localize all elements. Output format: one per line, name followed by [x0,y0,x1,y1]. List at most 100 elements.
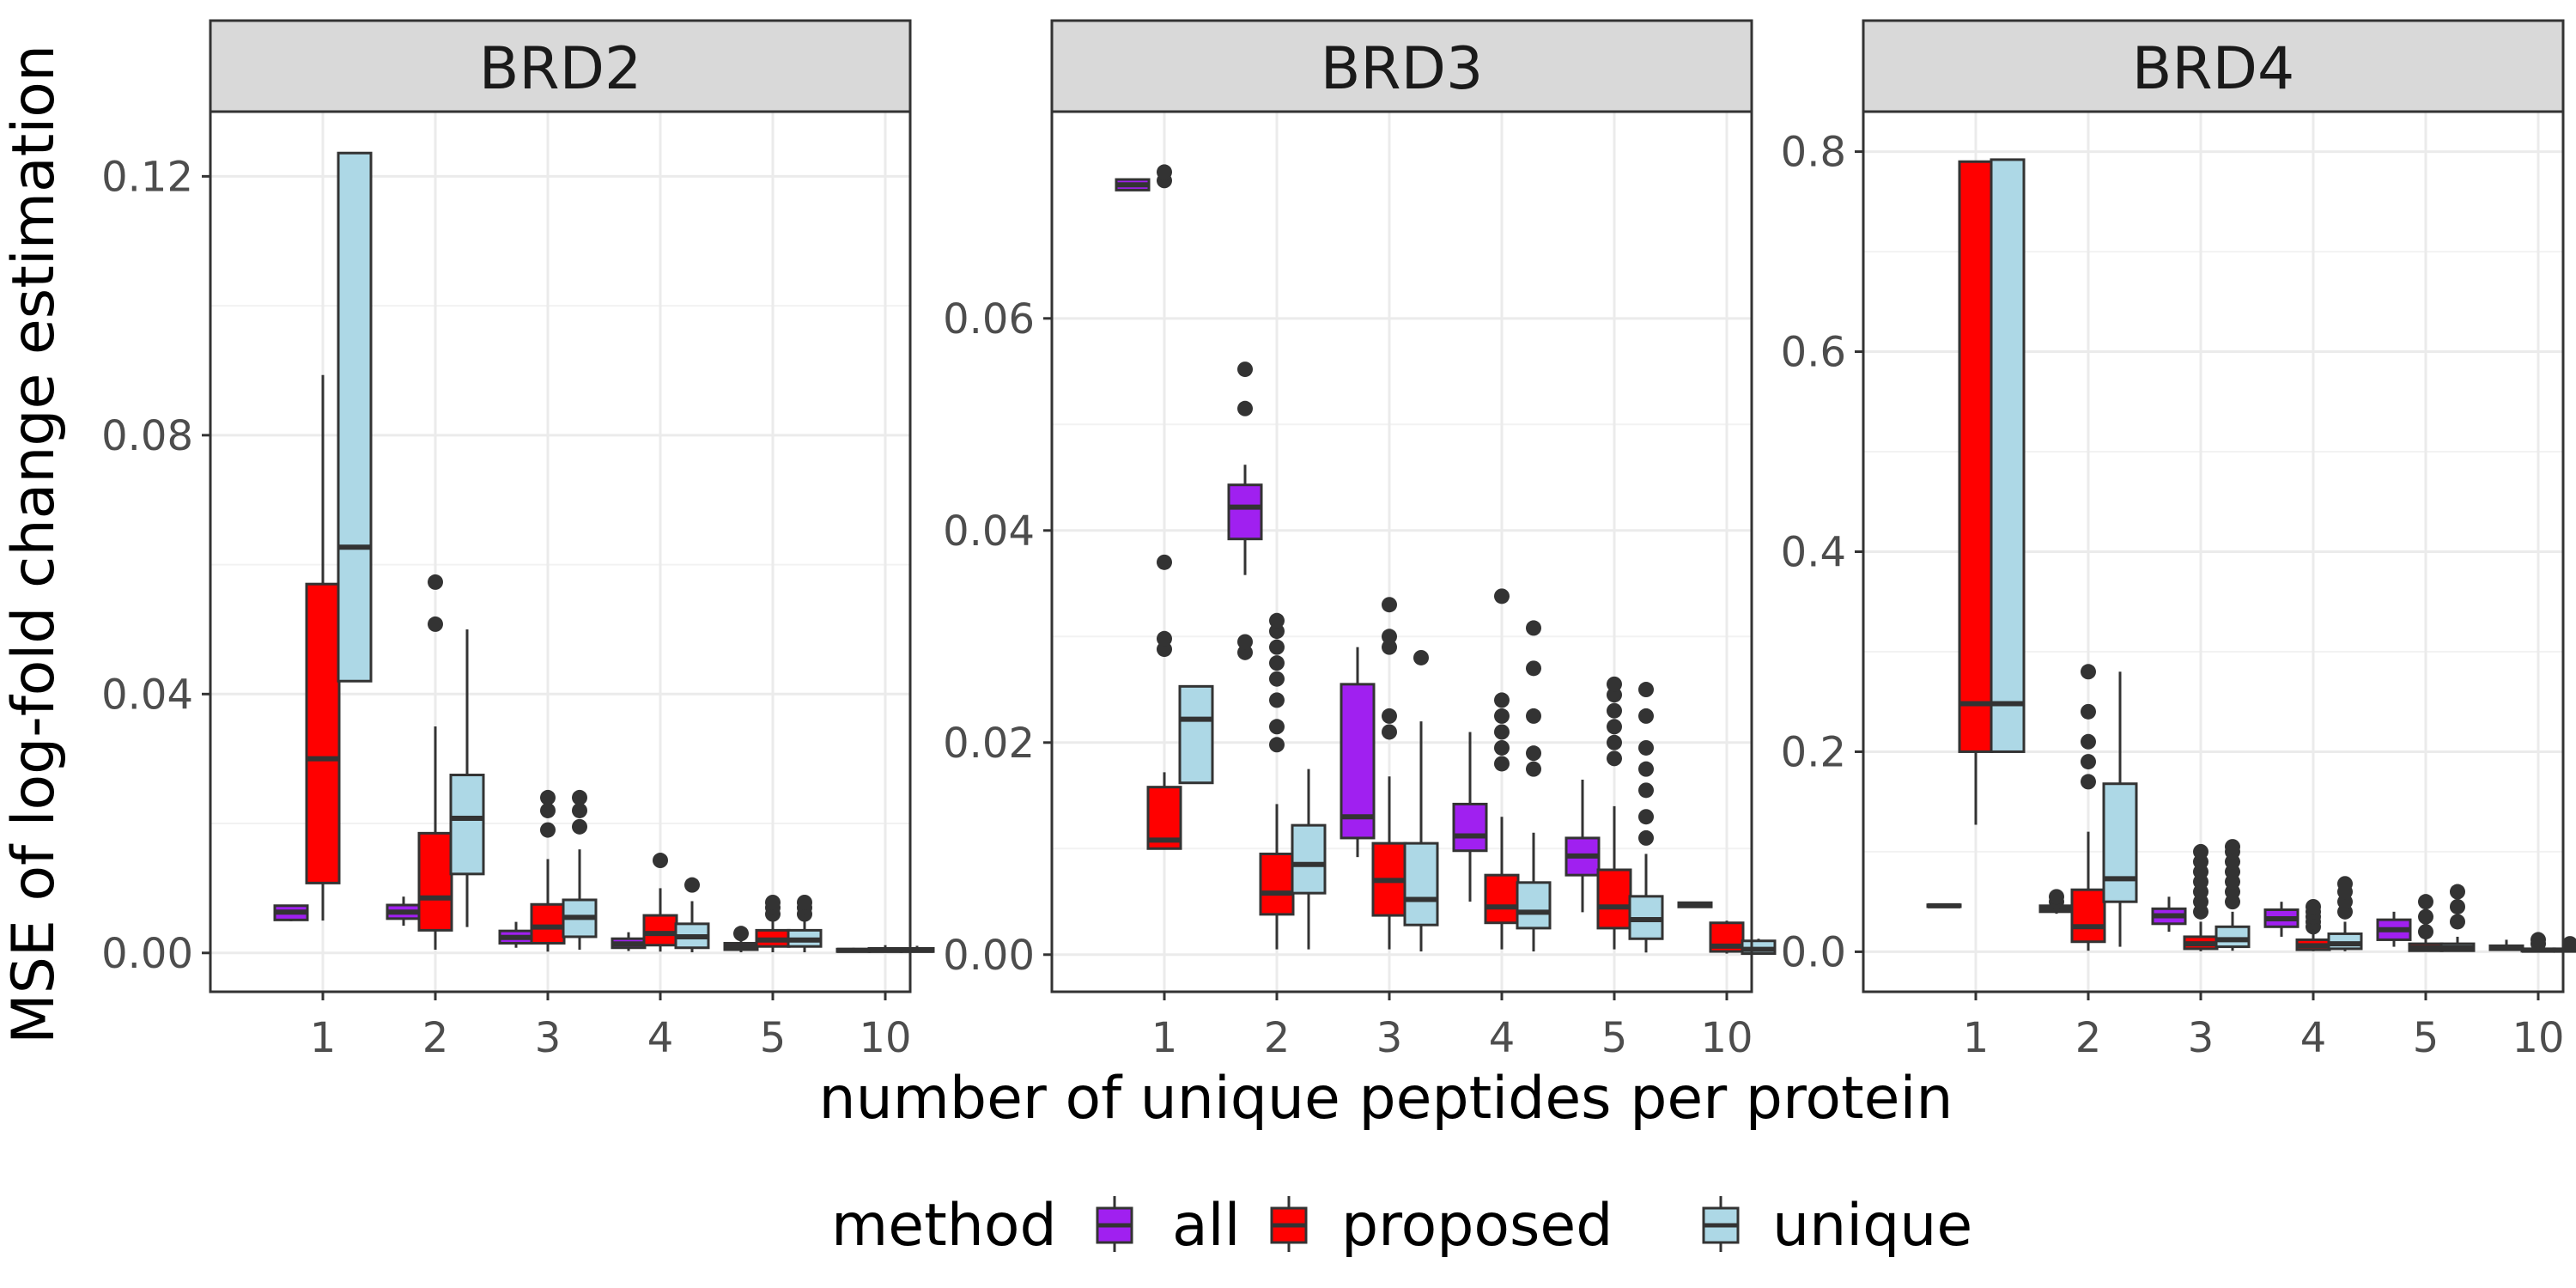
box-iqr [2215,925,2251,949]
outlier-point [2081,733,2096,750]
outlier-point [2450,898,2465,914]
box-proposed-1 [1958,160,1994,825]
box-proposed-2 [2070,664,2106,951]
box-proposed-10 [1709,920,1745,954]
facet-strip [1050,19,1753,113]
x-tick-label: 10 [1700,1014,1753,1062]
y-tick-label: 0.0 [1781,928,1846,976]
box-unique-3 [562,789,598,951]
x-tick-label: 5 [2413,1014,2439,1062]
x-tick-label: 5 [1601,1014,1628,1062]
outlier-point [1638,682,1654,698]
outlier-point [765,894,781,910]
outlier-point [2225,839,2240,855]
x-tick-label: 2 [422,1014,449,1062]
x-tick-label: 1 [1963,1014,1990,1062]
outlier-point [2418,894,2433,910]
box-all-5 [2376,911,2412,947]
box-proposed-1 [1146,164,1182,850]
outlier-point [1638,761,1654,777]
outlier-point [1269,719,1285,735]
facet-strip-label: BRD3 [1321,35,1484,103]
outlier-point [1638,829,1654,846]
box-iqr [417,831,453,932]
box-unique-4 [2327,876,2363,951]
box-iqr [2070,888,2106,944]
legend-title: method [831,1192,1057,1260]
box-iqr [1958,160,1994,753]
y-tick-label: 0.00 [943,932,1035,980]
box-iqr [305,582,341,884]
outlier-point [2450,914,2465,930]
box-unique-2 [449,629,485,927]
outlier-point [1526,708,1541,724]
box-iqr [530,902,566,945]
box-proposed-4 [642,853,678,952]
x-tick-label: 5 [760,1014,787,1062]
outlier-point [2081,703,2096,720]
box-unique-10 [899,945,935,953]
outlier-point [1494,708,1510,724]
box-proposed-3 [1371,597,1407,950]
y-tick-label: 0.04 [943,507,1035,556]
outlier-point [1526,761,1541,777]
outlier-point [733,926,749,942]
outlier-point [2450,884,2465,900]
x-tick-label: 1 [310,1014,337,1062]
outlier-point [1382,724,1397,740]
outlier-point [1157,164,1172,180]
x-axis-title: number of unique peptides per protein [818,1065,1953,1133]
x-tick-label: 4 [1489,1014,1516,1062]
outlier-point [572,818,587,835]
box-unique-5 [1628,682,1664,953]
outlier-point [1269,671,1285,687]
box-all-1 [1115,178,1151,191]
outlier-point [1526,620,1541,636]
facet-panel-brd2: BRD2 0.00 0.04 0.08 0.12 1 2 3 4 5 10 [101,19,935,1062]
box-iqr [449,774,485,876]
y-tick-label: 0.06 [943,295,1035,343]
x-tick-label: 4 [647,1014,674,1062]
outlier-point [797,894,812,910]
box-proposed-1 [305,374,341,921]
box-unique-1 [337,151,373,683]
facet-strip [1862,19,2565,113]
outlier-point [2049,889,2064,905]
box-proposed-3 [2183,843,2219,951]
outlier-point [1382,597,1397,613]
y-tick-label: 0.00 [101,930,193,978]
outlier-point [1382,629,1397,645]
legend-key-all [1096,1196,1133,1252]
box-unique-10 [1741,939,1777,956]
outlier-point [1607,702,1622,719]
outlier-point [1494,724,1510,740]
outlier-point [428,574,443,590]
outlier-point [1638,782,1654,799]
outlier-point [2337,876,2353,892]
outlier-point [2306,898,2321,914]
outlier-point [1413,649,1429,665]
legend-label-all: all [1172,1192,1240,1260]
box-unique-1 [1990,158,2026,753]
outlier-point [1494,588,1510,605]
outlier-point [2530,932,2546,948]
box-iqr [1178,684,1214,785]
box-iqr [1227,483,1263,541]
box-iqr [1990,158,2026,753]
box-iqr [2102,782,2138,903]
box-iqr [1452,802,1488,853]
box-iqr [1403,841,1439,927]
box-all-10 [835,947,872,953]
y-tick-label: 0.8 [1781,129,1846,177]
box-all-4 [1452,732,1488,902]
box-iqr [1516,881,1552,930]
y-tick-label: 0.08 [101,412,193,460]
box-unique-4 [1516,620,1552,952]
outlier-point [1237,644,1253,660]
box-unique-10 [2552,936,2576,953]
legend-label-proposed: proposed [1341,1192,1613,1260]
box-all-1 [1926,902,1962,908]
outlier-point [1526,745,1541,762]
y-tick-label: 0.2 [1781,728,1846,776]
facet-panel-brd3: BRD3 0.00 0.02 0.04 0.06 1 2 3 4 5 10 [943,19,1777,1062]
